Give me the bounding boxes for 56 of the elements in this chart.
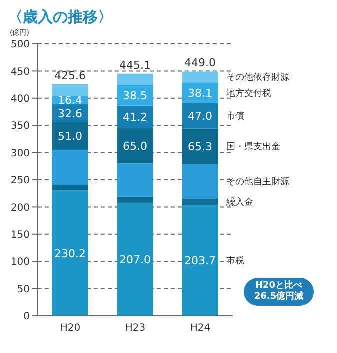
data-label: 47.0 [188, 110, 213, 124]
bar [117, 106, 154, 128]
bar [117, 203, 154, 316]
data-label: 207.0 [120, 254, 152, 267]
total-label: 449.0 [184, 56, 216, 70]
series-label: 市税 [226, 256, 244, 267]
x-tick-label: H20 [60, 323, 81, 334]
bar [52, 84, 88, 96]
data-label: 65.3 [188, 140, 213, 154]
bar [52, 150, 88, 186]
series-label: 市債 [226, 111, 244, 122]
bar [117, 128, 154, 164]
y-tick-label: 200 [10, 202, 30, 214]
data-label: 230.2 [54, 247, 86, 260]
total-label: 445.1 [120, 58, 152, 72]
bar [182, 198, 218, 206]
data-label: 16.4 [58, 94, 83, 108]
y-tick-label: 250 [10, 176, 30, 187]
series-label: 繰入金 [225, 196, 254, 208]
bar [52, 185, 88, 191]
chart-title: 〈歳入の推移〉 [8, 8, 114, 28]
series-label: 国・県支出金 [226, 142, 280, 153]
bar [117, 196, 154, 204]
x-tick-label: H24 [190, 323, 211, 334]
y-tick-label: 500 [10, 40, 30, 51]
y-tick-label: 150 [10, 230, 30, 241]
x-tick-label: H23 [125, 323, 146, 334]
y-tick-label: 0 [24, 312, 30, 323]
data-label: 203.7 [184, 254, 216, 268]
y-tick-label: 300 [10, 148, 30, 160]
bar [52, 190, 88, 316]
series-label: その他自主財源 [226, 176, 290, 188]
bar [182, 72, 218, 83]
data-label: 41.2 [123, 111, 148, 124]
series-label: 地方交付税 [225, 88, 272, 99]
bar [182, 82, 218, 104]
bar [182, 205, 218, 316]
text: H20と比べ26.5億円減 [244, 278, 314, 306]
series-label: その他依存財源 [226, 72, 290, 84]
data-label: 51.0 [58, 130, 83, 144]
y-tick-label: 450 [10, 66, 30, 78]
bar [52, 122, 88, 150]
y-tick-label: 350 [10, 121, 30, 132]
data-label: 32.6 [58, 107, 83, 120]
bar [182, 128, 218, 164]
bar [182, 164, 218, 199]
y-tick-label: 50 [17, 284, 30, 296]
data-label: 65.0 [123, 140, 148, 153]
bar [117, 74, 154, 85]
total-label: 425.6 [54, 69, 86, 82]
data-label: 38.5 [123, 89, 148, 102]
bar [182, 103, 218, 129]
y-tick-label: 100 [10, 257, 30, 268]
bar [117, 164, 154, 197]
data-label: 38.1 [188, 86, 213, 100]
y-tick-label: 400 [10, 94, 30, 105]
